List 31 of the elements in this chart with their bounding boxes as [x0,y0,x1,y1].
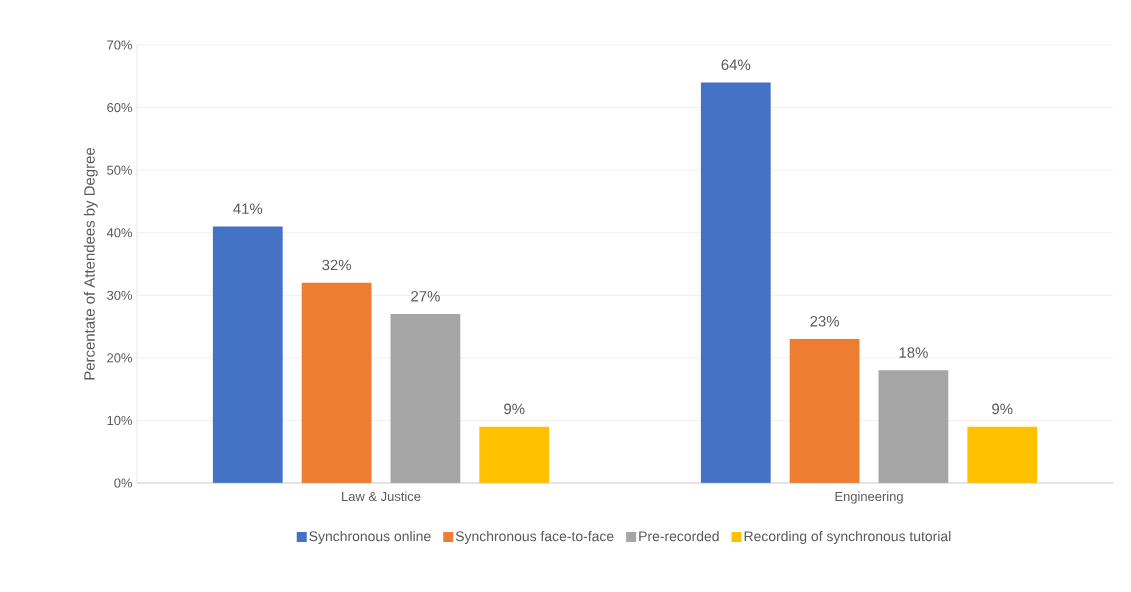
y-tick-label: 50% [107,165,133,175]
legend-label: Synchronous online [309,530,431,544]
y-tick-label: 0% [114,478,133,488]
data-label: 18% [899,347,928,358]
legend-label: Pre-recorded [639,530,719,542]
y-tick-label: 70% [107,40,133,50]
y-tick-label: 60% [107,102,133,113]
bar [967,426,1038,483]
bar [390,314,461,483]
bar [479,426,550,483]
y-tick-label: 20% [107,353,133,363]
data-label: 32% [322,259,352,271]
y-tick-label: 30% [107,290,133,300]
x-tick-label: Law & Justice [342,491,421,502]
y-axis-title: Percentate of Attendees by Degree [83,147,98,380]
y-tick-label: 40% [106,228,133,238]
data-label: 41% [233,203,263,214]
legend-label: Synchronous face-to-face [455,530,614,544]
data-label: 9% [992,403,1013,415]
data-label: 23% [810,315,840,327]
data-label: 64% [721,59,751,71]
bar [700,82,771,483]
x-tick-label: Engineering [835,491,903,504]
legend-label: Recording of synchronous tutorial [744,530,951,544]
data-label: 9% [504,403,525,415]
bar [878,370,949,483]
bar [789,339,860,483]
bar [212,226,283,483]
y-tick-label: 10% [107,415,133,426]
bar [301,282,372,483]
data-label: 27% [411,291,440,302]
